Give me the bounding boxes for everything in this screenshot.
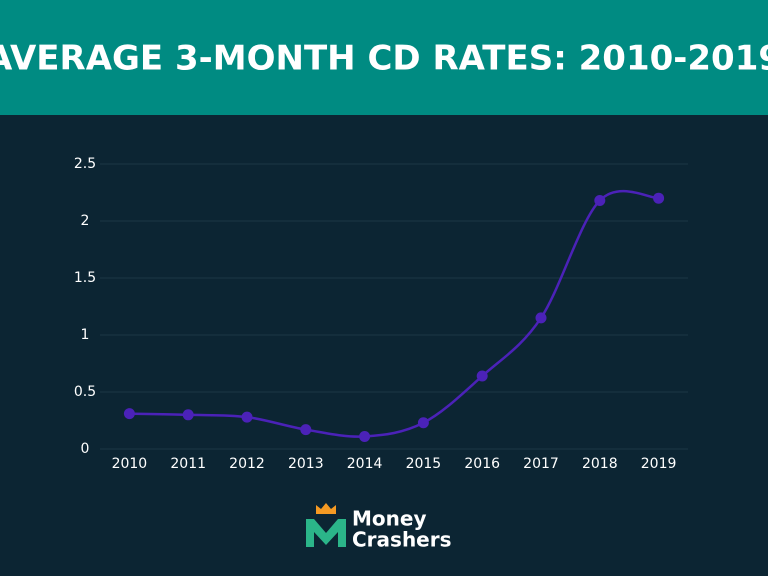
point: [594, 194, 606, 206]
logo-text: Money: [352, 507, 426, 531]
x-tick-label: 2013: [288, 456, 324, 472]
title-banner: [0, 0, 768, 115]
line: [129, 189, 659, 438]
point: [476, 370, 488, 382]
point: [359, 430, 371, 442]
point: [417, 417, 429, 429]
point: [300, 424, 312, 436]
y-tick-label: 0: [81, 441, 90, 457]
point: [535, 312, 547, 324]
point: [182, 409, 194, 421]
y-tick-label: 0.5: [74, 384, 96, 400]
logo-icon: [306, 519, 346, 547]
y-tick-label: 2.5: [74, 156, 96, 172]
x-tick-label: 2015: [406, 456, 442, 472]
x-tick-label: 2017: [523, 456, 559, 472]
x-tick-label: 2010: [112, 456, 148, 472]
logo-crown: [316, 503, 336, 514]
y-tick-label: 1: [81, 327, 90, 343]
x-tick-label: 2016: [464, 456, 500, 472]
x-tick-label: 2018: [582, 456, 618, 472]
point: [241, 411, 253, 423]
chart-title: AVERAGE 3-MONTH CD RATES: 2010-2019: [0, 39, 768, 79]
x-tick-label: 2012: [229, 456, 265, 472]
x-tick-label: 2011: [170, 456, 206, 472]
x-tick-label: 2019: [641, 456, 677, 472]
logo-text: Crashers: [352, 528, 452, 552]
y-tick-label: 1.5: [74, 270, 96, 286]
y-tick-label: 2: [81, 213, 90, 229]
point: [653, 192, 665, 204]
point: [123, 408, 135, 420]
x-tick-label: 2014: [347, 456, 383, 472]
logo: Money Crashers: [306, 503, 452, 552]
